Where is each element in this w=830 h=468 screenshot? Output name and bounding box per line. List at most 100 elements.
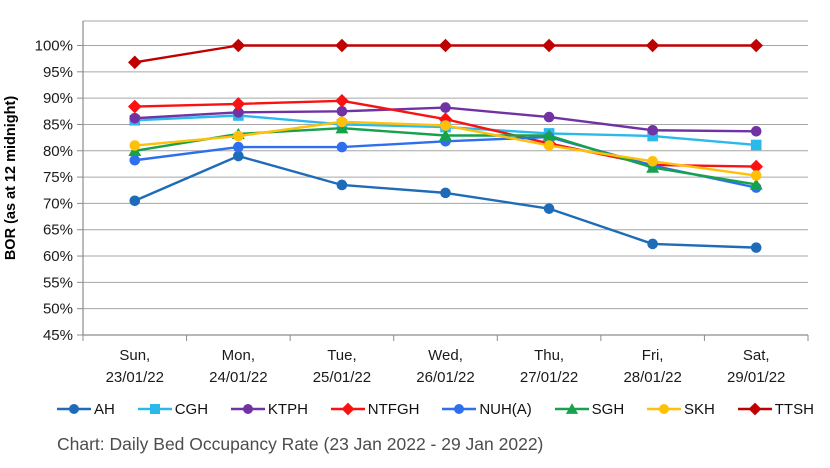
data-point-AH <box>336 179 348 191</box>
legend-item-cgh: CGH <box>137 401 208 418</box>
data-point-TTSH <box>231 38 246 53</box>
legend-label: NTFGH <box>367 400 420 418</box>
data-point-KTPH <box>233 107 244 118</box>
data-point-SKH <box>543 140 555 151</box>
y-axis-ticks: 45% 50% 55% 60% 65% 70% 75% 80% 85% 90% 95% 100% <box>35 38 83 344</box>
legend-item-ttsh: TTSH <box>737 401 814 418</box>
legend-item-skh: SKH <box>646 401 715 418</box>
x-tick-label-day: Sat, <box>743 347 770 364</box>
circle-marker-icon <box>230 404 265 414</box>
data-point-SKH <box>750 170 762 181</box>
y-tick-label: 90% <box>43 90 73 107</box>
circle-marker-icon <box>647 404 682 414</box>
chart-legend: AH CGH KTPH NTFGH NUH(A) SGH SKH TTSH <box>0 395 830 423</box>
y-tick-label: 75% <box>43 169 73 186</box>
x-axis-labels: Sun, 23/01/22 Mon, 24/01/22 Tue, 25/01/22 Wed,… <box>106 347 786 386</box>
data-point-NUH(A) <box>129 154 141 166</box>
circle-marker-icon <box>442 404 477 414</box>
data-point-SGH <box>439 129 452 141</box>
data-point-CGH <box>647 130 658 142</box>
chart-caption: Chart: Daily Bed Occupancy Rate (23 Jan … <box>57 434 544 454</box>
y-tick-label: 65% <box>43 222 73 239</box>
data-point-SKH <box>233 130 244 142</box>
data-point-KTPH <box>543 111 555 123</box>
gridlines <box>83 20 808 310</box>
data-point-TTSH <box>645 38 660 53</box>
x-tick-label-day: Wed, <box>428 347 463 364</box>
x-tick-label-date: 23/01/22 <box>106 369 164 386</box>
data-point-KTPH <box>336 105 348 117</box>
y-tick-label: 95% <box>43 64 73 81</box>
legend-label: NUH(A) <box>479 400 532 418</box>
square-marker-icon <box>137 404 172 414</box>
data-point-SGH <box>542 129 556 141</box>
x-tick-label-date: 28/01/22 <box>623 369 681 386</box>
y-tick-label: 45% <box>43 327 73 344</box>
y-tick-label: 85% <box>43 116 73 133</box>
series-KTPH <box>129 102 762 137</box>
series-SGH <box>128 122 763 190</box>
x-tick-label-date: 26/01/22 <box>416 369 474 386</box>
data-point-NUH(A) <box>233 141 244 153</box>
data-point-AH <box>750 242 762 253</box>
legend-label: CGH <box>174 400 209 418</box>
data-point-NTFGH <box>749 159 763 174</box>
data-point-SGH <box>749 178 763 190</box>
data-point-NTFGH <box>231 97 246 111</box>
data-point-KTPH <box>129 112 141 124</box>
legend-item-sgh: SGH <box>554 400 625 418</box>
series-AH <box>129 150 762 253</box>
x-tick-label-day: Tue, <box>327 347 356 364</box>
y-tick-label: 60% <box>43 248 73 265</box>
data-point-TTSH <box>335 38 349 53</box>
plot-area: 45% 50% 55% 60% 65% 70% 75% 80% 85% 90% 95% 100% Sun… <box>35 20 809 386</box>
diamond-marker-icon <box>330 402 365 416</box>
data-point-SGH <box>646 161 660 173</box>
y-tick-label: 80% <box>43 143 73 160</box>
data-point-KTPH <box>750 125 762 137</box>
data-point-TTSH <box>749 38 763 53</box>
data-point-AH <box>233 150 244 162</box>
x-tick-label-date: 29/01/22 <box>727 369 785 386</box>
y-tick-label: 70% <box>43 195 73 212</box>
data-point-TTSH <box>438 38 453 53</box>
legend-item-ntfgh: NTFGH <box>330 400 420 418</box>
x-tick-label-date: 25/01/22 <box>313 369 371 386</box>
x-tick-label-date: 24/01/22 <box>209 369 267 386</box>
diamond-marker-icon <box>737 402 772 416</box>
data-point-SGH <box>335 122 349 134</box>
x-tick-label-day: Sun, <box>119 347 150 364</box>
data-point-NTFGH <box>128 99 142 114</box>
data-point-TTSH <box>542 38 556 53</box>
series-SKH <box>129 116 762 181</box>
triangle-marker-icon <box>554 403 589 414</box>
data-point-AH <box>543 203 555 214</box>
legend-item-ah: AH <box>56 401 115 418</box>
data-point-TTSH <box>128 55 142 70</box>
legend-label: SKH <box>684 400 715 418</box>
x-tick-label-day: Fri, <box>642 347 664 364</box>
data-point-CGH <box>750 139 762 151</box>
series-TTSH <box>128 38 763 70</box>
circle-marker-icon <box>57 404 91 414</box>
legend-label: SGH <box>591 400 625 418</box>
x-tick-label-date: 27/01/22 <box>520 369 578 386</box>
legend-item-ktph: KTPH <box>230 401 308 418</box>
axes <box>82 21 809 341</box>
data-point-SKH <box>336 116 348 128</box>
data-point-AH <box>647 238 658 250</box>
x-tick-label-day: Mon, <box>222 347 255 364</box>
data-point-SKH <box>440 120 451 131</box>
data-point-NTFGH <box>335 93 349 108</box>
data-point-AH <box>440 187 451 199</box>
data-point-SKH <box>129 140 141 151</box>
y-tick-label: 50% <box>43 301 73 318</box>
data-point-KTPH <box>440 102 451 113</box>
data-point-SKH <box>647 156 658 167</box>
legend-item-nuha: NUH(A) <box>441 401 532 418</box>
legend-label: KTPH <box>267 400 308 418</box>
data-point-KTPH <box>647 124 658 136</box>
y-tick-label: 100% <box>35 38 73 55</box>
legend-label: AH <box>94 400 115 418</box>
